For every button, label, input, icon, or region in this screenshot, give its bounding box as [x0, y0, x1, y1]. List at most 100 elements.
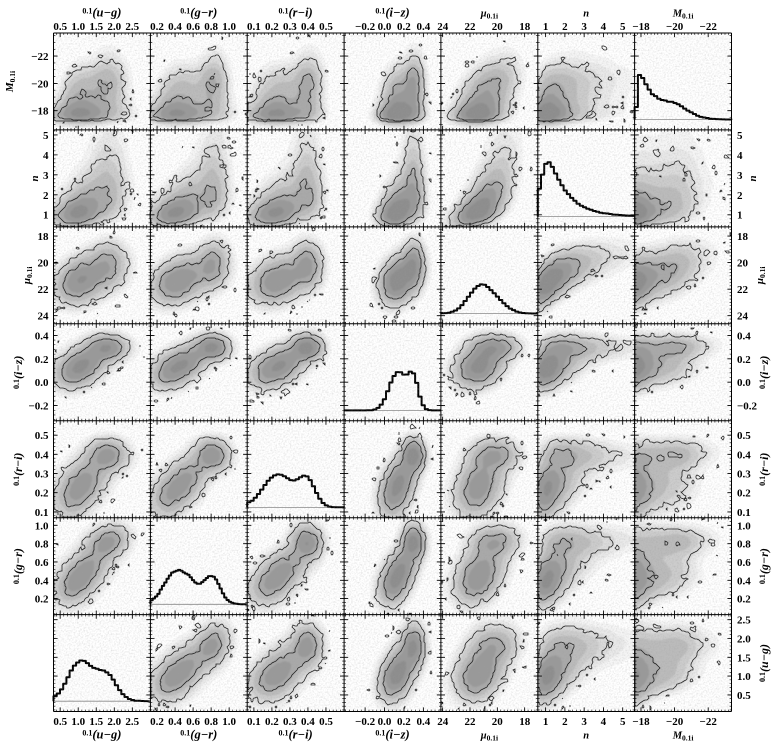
svg-text:24: 24 — [437, 21, 449, 33]
svg-text:0.8: 0.8 — [204, 21, 218, 33]
svg-text:22: 22 — [737, 284, 749, 296]
svg-text:0.1(r−i): 0.1(r−i) — [278, 6, 312, 20]
svg-text:0.4: 0.4 — [301, 21, 315, 33]
svg-text:0.0: 0.0 — [378, 21, 392, 33]
svg-text:n: n — [583, 9, 589, 20]
svg-text:0.1: 0.1 — [737, 507, 751, 519]
svg-text:0.8: 0.8 — [204, 716, 218, 728]
svg-text:1.5: 1.5 — [89, 716, 103, 728]
svg-text:0.1(g−r): 0.1(g−r) — [757, 548, 771, 584]
svg-text:1.0: 1.0 — [737, 671, 751, 683]
svg-text:1.0: 1.0 — [222, 716, 236, 728]
svg-text:0.4: 0.4 — [737, 449, 751, 461]
svg-text:−18: −18 — [632, 716, 650, 728]
svg-text:−18: −18 — [632, 21, 650, 33]
svg-text:0.4: 0.4 — [737, 575, 751, 587]
svg-text:4: 4 — [737, 150, 743, 162]
svg-text:0.5: 0.5 — [737, 690, 751, 702]
svg-text:0.2: 0.2 — [150, 21, 164, 33]
svg-text:0.0: 0.0 — [35, 377, 49, 389]
svg-text:18: 18 — [38, 231, 50, 243]
svg-text:n: n — [29, 175, 41, 181]
svg-text:0.1(i−z): 0.1(i−z) — [757, 356, 771, 389]
svg-text:0.1(g−r): 0.1(g−r) — [180, 728, 217, 742]
svg-text:1.5: 1.5 — [737, 652, 751, 664]
svg-text:1.0: 1.0 — [35, 520, 49, 532]
svg-text:−22: −22 — [31, 51, 49, 63]
svg-text:0.4: 0.4 — [417, 21, 431, 33]
svg-text:μ0.1i: μ0.1i — [480, 731, 498, 743]
svg-text:5: 5 — [737, 130, 743, 142]
svg-text:2.0: 2.0 — [107, 21, 121, 33]
svg-text:−20: −20 — [666, 716, 684, 728]
svg-text:0.6: 0.6 — [35, 557, 49, 569]
svg-text:24: 24 — [737, 311, 749, 323]
svg-text:0.4: 0.4 — [35, 449, 49, 461]
svg-text:1: 1 — [43, 210, 49, 222]
svg-text:0.3: 0.3 — [283, 716, 297, 728]
svg-text:20: 20 — [38, 258, 50, 270]
svg-text:18: 18 — [519, 716, 531, 728]
svg-text:0.1(r−i): 0.1(r−i) — [278, 728, 312, 742]
svg-text:0.1: 0.1 — [35, 507, 49, 519]
svg-text:2.5: 2.5 — [125, 21, 139, 33]
svg-text:M0.1i: M0.1i — [672, 731, 694, 743]
svg-text:20: 20 — [737, 258, 749, 270]
svg-text:M0.1i: M0.1i — [4, 71, 17, 93]
svg-text:1.0: 1.0 — [71, 716, 85, 728]
svg-text:0.5: 0.5 — [53, 716, 67, 728]
svg-text:0.0: 0.0 — [737, 377, 751, 389]
svg-text:−20: −20 — [31, 78, 49, 90]
svg-text:0.8: 0.8 — [35, 539, 49, 551]
svg-text:0.2: 0.2 — [150, 716, 164, 728]
svg-text:24: 24 — [437, 716, 449, 728]
svg-text:n: n — [747, 175, 759, 181]
svg-text:μ0.1i: μ0.1i — [754, 267, 767, 286]
svg-text:0.4: 0.4 — [168, 716, 182, 728]
svg-text:0.2: 0.2 — [35, 488, 49, 500]
svg-text:0.8: 0.8 — [737, 539, 751, 551]
svg-text:0.3: 0.3 — [283, 21, 297, 33]
svg-text:3: 3 — [581, 21, 587, 33]
svg-text:24: 24 — [38, 311, 50, 323]
svg-text:20: 20 — [492, 716, 504, 728]
svg-text:2: 2 — [43, 190, 49, 202]
svg-text:0.4: 0.4 — [417, 716, 431, 728]
svg-text:0.2: 0.2 — [397, 716, 411, 728]
svg-text:0.0: 0.0 — [378, 716, 392, 728]
svg-text:0.1(i−z): 0.1(i−z) — [375, 6, 409, 20]
svg-text:22: 22 — [465, 716, 477, 728]
svg-text:0.1(i−z): 0.1(i−z) — [375, 728, 409, 742]
svg-text:0.4: 0.4 — [737, 330, 751, 342]
svg-text:0.5: 0.5 — [319, 716, 333, 728]
svg-text:1: 1 — [543, 716, 549, 728]
svg-text:5: 5 — [620, 716, 626, 728]
svg-text:1.0: 1.0 — [71, 21, 85, 33]
svg-text:−22: −22 — [700, 716, 718, 728]
svg-text:4: 4 — [601, 21, 607, 33]
svg-text:2.5: 2.5 — [737, 615, 751, 627]
svg-text:0.1(u−g): 0.1(u−g) — [82, 6, 121, 20]
svg-text:−0.2: −0.2 — [28, 401, 49, 413]
svg-text:0.2: 0.2 — [737, 488, 751, 500]
svg-text:−20: −20 — [666, 21, 684, 33]
svg-text:M0.1i: M0.1i — [672, 9, 694, 21]
svg-text:μ0.1i: μ0.1i — [21, 267, 34, 286]
svg-text:2: 2 — [562, 716, 568, 728]
svg-text:20: 20 — [492, 21, 504, 33]
svg-text:1.0: 1.0 — [222, 21, 236, 33]
svg-text:0.5: 0.5 — [35, 430, 49, 442]
svg-text:0.4: 0.4 — [301, 716, 315, 728]
svg-text:2.0: 2.0 — [107, 716, 121, 728]
svg-text:−22: −22 — [700, 21, 718, 33]
svg-text:22: 22 — [465, 21, 477, 33]
svg-text:0.2: 0.2 — [265, 21, 279, 33]
svg-text:1: 1 — [543, 21, 549, 33]
svg-text:0.1(r−i): 0.1(r−i) — [11, 453, 25, 486]
svg-text:n: n — [583, 731, 589, 742]
svg-text:0.6: 0.6 — [186, 716, 200, 728]
svg-text:0.3: 0.3 — [35, 469, 49, 481]
svg-text:18: 18 — [519, 21, 531, 33]
svg-text:5: 5 — [43, 130, 49, 142]
svg-text:−0.2: −0.2 — [355, 21, 376, 33]
